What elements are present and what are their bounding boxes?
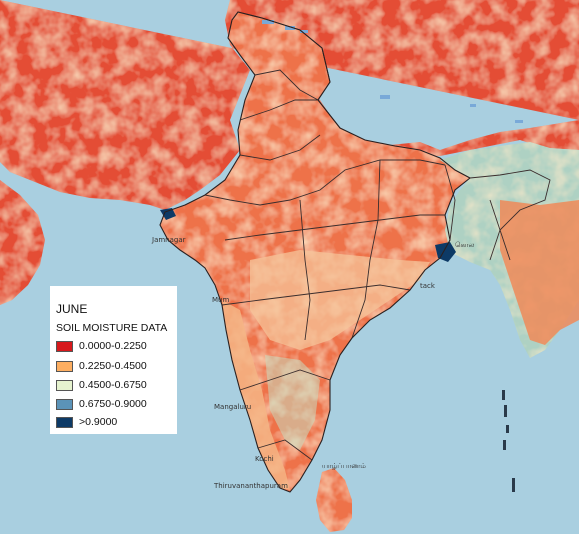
arabia-coast bbox=[0, 180, 45, 305]
legend-swatch bbox=[56, 379, 73, 391]
sri-lanka bbox=[316, 468, 352, 532]
himalayan-lakes bbox=[262, 20, 523, 123]
legend-item: 0.0000-0.2250 bbox=[56, 339, 147, 353]
india-outline bbox=[159, 11, 471, 493]
legend-label: 0.2250-0.4500 bbox=[79, 360, 147, 372]
legend-label: 0.0000-0.2250 bbox=[79, 340, 147, 352]
legend-swatch bbox=[56, 340, 73, 352]
city-label-thiruvananthapuram: Thiruvananthapuram bbox=[214, 482, 288, 490]
map-legend: JUNE SOIL MOISTURE DATA 0.0000-0.2250 0.… bbox=[50, 286, 177, 434]
legend-label: 0.4500-0.6750 bbox=[79, 379, 147, 391]
city-label-kolkata: கொல bbox=[455, 241, 475, 249]
legend-swatch bbox=[56, 416, 73, 428]
legend-item: 0.2250-0.4500 bbox=[56, 359, 147, 373]
legend-title: JUNE bbox=[56, 302, 88, 316]
legend-label: >0.9000 bbox=[79, 416, 118, 428]
city-label-jamnagar: Jamnagar bbox=[152, 236, 186, 244]
legend-swatch bbox=[56, 398, 73, 410]
central-moist-patch bbox=[250, 250, 430, 350]
north-landmass bbox=[0, 0, 579, 210]
city-label-jaffna: யாழ்ப்பாணம் bbox=[322, 462, 366, 470]
legend-item: 0.4500-0.6750 bbox=[56, 378, 147, 392]
legend-item: >0.9000 bbox=[56, 415, 117, 429]
andaman-islands bbox=[502, 390, 515, 492]
city-label-cuttack: tack bbox=[420, 282, 435, 290]
western-ghats-moist bbox=[222, 300, 290, 490]
city-label-mangaluru: Mangaluru bbox=[214, 403, 252, 411]
legend-swatch bbox=[56, 360, 73, 372]
city-label-mumbai: Mum bbox=[212, 296, 230, 304]
legend-subtitle: SOIL MOISTURE DATA bbox=[56, 322, 168, 334]
legend-label: 0.6750-0.9000 bbox=[79, 398, 147, 410]
myanmar-land bbox=[500, 200, 579, 345]
gulf-kutch-wet bbox=[160, 208, 176, 220]
south-moist-patch bbox=[265, 355, 320, 450]
city-label-kochi: Kochi bbox=[255, 455, 274, 463]
legend-item: 0.6750-0.9000 bbox=[56, 397, 147, 411]
